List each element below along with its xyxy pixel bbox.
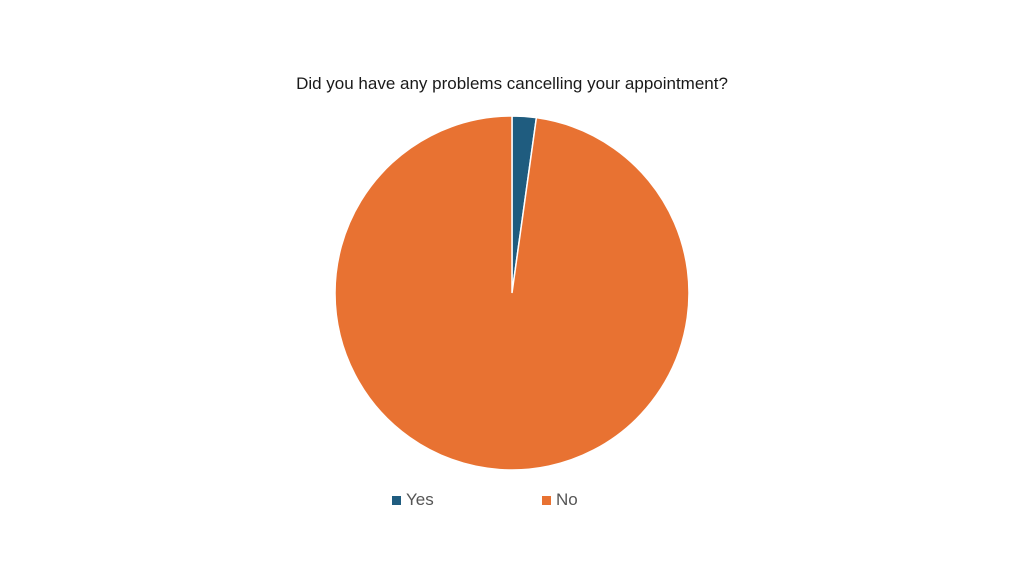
legend-label-no: No [556,490,578,509]
legend: Yes No [0,490,1024,510]
legend-swatch-no [542,495,551,505]
legend-swatch-yes [392,495,401,505]
pie-slice-no[interactable] [334,115,690,471]
chart-title: Did you have any problems cancelling you… [296,74,728,93]
legend-label-yes: Yes [406,490,434,509]
legend-item-yes[interactable]: Yes [392,490,482,510]
legend-item-no[interactable]: No [542,490,632,510]
